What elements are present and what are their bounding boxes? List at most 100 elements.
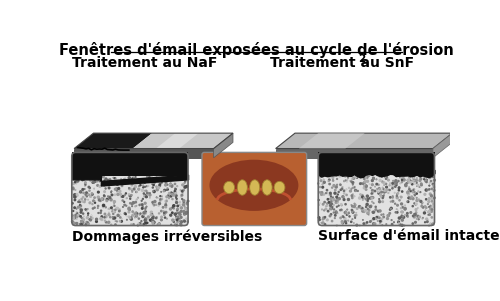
Circle shape bbox=[379, 179, 381, 182]
Circle shape bbox=[340, 217, 342, 219]
Circle shape bbox=[398, 187, 400, 189]
Circle shape bbox=[430, 193, 431, 195]
Circle shape bbox=[372, 211, 374, 213]
Circle shape bbox=[104, 180, 105, 181]
Circle shape bbox=[72, 221, 74, 222]
Circle shape bbox=[96, 218, 98, 220]
Circle shape bbox=[364, 185, 366, 187]
Circle shape bbox=[120, 217, 121, 218]
Circle shape bbox=[386, 186, 388, 188]
Circle shape bbox=[164, 217, 166, 218]
Circle shape bbox=[86, 192, 88, 193]
Circle shape bbox=[416, 197, 417, 198]
Circle shape bbox=[144, 220, 146, 221]
Circle shape bbox=[130, 195, 132, 197]
Circle shape bbox=[176, 198, 177, 199]
Circle shape bbox=[394, 192, 395, 193]
Circle shape bbox=[324, 224, 326, 225]
Circle shape bbox=[72, 183, 74, 185]
Circle shape bbox=[378, 201, 380, 203]
Circle shape bbox=[82, 179, 83, 181]
Circle shape bbox=[375, 206, 376, 207]
Circle shape bbox=[398, 217, 400, 219]
Circle shape bbox=[142, 198, 144, 199]
Circle shape bbox=[365, 185, 367, 187]
Circle shape bbox=[428, 211, 429, 213]
Circle shape bbox=[412, 198, 414, 200]
Circle shape bbox=[152, 187, 154, 188]
Circle shape bbox=[86, 222, 88, 223]
Circle shape bbox=[166, 196, 168, 198]
Circle shape bbox=[389, 213, 390, 214]
Circle shape bbox=[364, 223, 366, 225]
Circle shape bbox=[410, 182, 412, 183]
Circle shape bbox=[152, 220, 154, 222]
Circle shape bbox=[336, 198, 338, 199]
Circle shape bbox=[426, 177, 427, 178]
Circle shape bbox=[131, 188, 132, 189]
Circle shape bbox=[400, 208, 402, 209]
Circle shape bbox=[352, 177, 354, 179]
Circle shape bbox=[171, 180, 172, 181]
Circle shape bbox=[398, 190, 400, 191]
Circle shape bbox=[401, 216, 403, 218]
Circle shape bbox=[186, 185, 188, 187]
Circle shape bbox=[186, 203, 188, 204]
Circle shape bbox=[318, 217, 320, 219]
Circle shape bbox=[410, 197, 412, 199]
Circle shape bbox=[412, 184, 413, 185]
Circle shape bbox=[165, 185, 166, 186]
Circle shape bbox=[382, 196, 384, 198]
Circle shape bbox=[364, 181, 366, 182]
Circle shape bbox=[370, 206, 372, 208]
Circle shape bbox=[370, 197, 372, 199]
Circle shape bbox=[161, 216, 162, 218]
Circle shape bbox=[165, 206, 166, 208]
Circle shape bbox=[172, 207, 173, 208]
Circle shape bbox=[156, 189, 158, 191]
Circle shape bbox=[371, 193, 373, 195]
Circle shape bbox=[123, 179, 124, 181]
Circle shape bbox=[344, 221, 346, 222]
Circle shape bbox=[183, 200, 185, 202]
Circle shape bbox=[101, 216, 102, 217]
Circle shape bbox=[336, 178, 338, 179]
Circle shape bbox=[99, 181, 100, 182]
Circle shape bbox=[114, 216, 116, 218]
Circle shape bbox=[413, 190, 414, 191]
Circle shape bbox=[323, 194, 324, 195]
Circle shape bbox=[381, 176, 382, 177]
Circle shape bbox=[426, 207, 427, 208]
Circle shape bbox=[429, 185, 430, 186]
Circle shape bbox=[172, 194, 175, 196]
Circle shape bbox=[372, 180, 374, 182]
Circle shape bbox=[104, 213, 106, 215]
Circle shape bbox=[390, 208, 391, 209]
Circle shape bbox=[351, 181, 352, 182]
Circle shape bbox=[322, 222, 324, 224]
Circle shape bbox=[336, 206, 337, 207]
Circle shape bbox=[368, 209, 370, 211]
Circle shape bbox=[320, 180, 322, 182]
Circle shape bbox=[164, 184, 166, 185]
Circle shape bbox=[372, 177, 374, 179]
Circle shape bbox=[85, 199, 86, 200]
Circle shape bbox=[98, 178, 100, 180]
Circle shape bbox=[349, 174, 350, 175]
Circle shape bbox=[414, 216, 415, 218]
Circle shape bbox=[104, 220, 106, 221]
Circle shape bbox=[93, 180, 94, 181]
Circle shape bbox=[416, 178, 418, 179]
Circle shape bbox=[92, 181, 94, 183]
Circle shape bbox=[428, 189, 430, 190]
Circle shape bbox=[113, 218, 114, 219]
Circle shape bbox=[327, 190, 328, 191]
Circle shape bbox=[152, 223, 154, 225]
Circle shape bbox=[384, 176, 385, 177]
Circle shape bbox=[336, 184, 338, 185]
Circle shape bbox=[180, 223, 182, 225]
Circle shape bbox=[404, 207, 406, 209]
Circle shape bbox=[410, 212, 412, 213]
Circle shape bbox=[170, 195, 172, 197]
Circle shape bbox=[122, 185, 123, 187]
